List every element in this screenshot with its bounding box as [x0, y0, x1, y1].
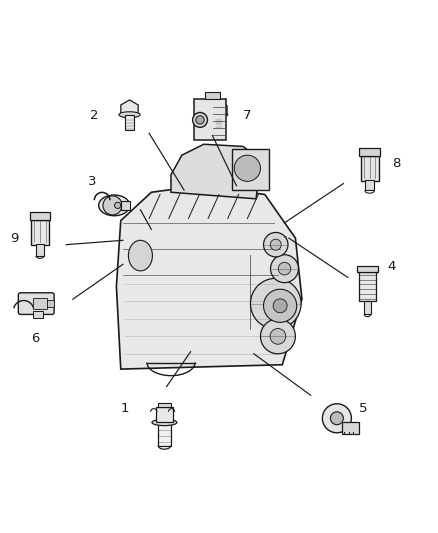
Circle shape — [264, 289, 297, 322]
Bar — [232, 149, 269, 190]
Bar — [33, 311, 42, 318]
Ellipse shape — [128, 240, 152, 271]
Circle shape — [261, 319, 295, 354]
Circle shape — [270, 239, 281, 250]
Circle shape — [273, 299, 287, 313]
Text: 4: 4 — [387, 260, 396, 273]
Text: 5: 5 — [359, 402, 367, 415]
Polygon shape — [211, 101, 227, 120]
Circle shape — [270, 328, 286, 344]
Circle shape — [265, 292, 287, 315]
Ellipse shape — [99, 195, 130, 216]
Text: 9: 9 — [11, 232, 19, 245]
Polygon shape — [171, 144, 261, 199]
Bar — [158, 403, 171, 407]
Bar — [364, 301, 371, 314]
Text: 1: 1 — [121, 402, 129, 415]
Ellipse shape — [210, 112, 228, 117]
Bar — [205, 92, 219, 100]
Ellipse shape — [152, 419, 177, 425]
Circle shape — [103, 196, 122, 215]
Bar — [359, 272, 376, 301]
Ellipse shape — [119, 112, 140, 118]
Circle shape — [330, 412, 343, 425]
Bar — [29, 212, 50, 220]
FancyBboxPatch shape — [18, 293, 54, 314]
Bar — [361, 157, 378, 181]
Circle shape — [271, 255, 298, 282]
Bar — [36, 244, 44, 256]
Circle shape — [322, 403, 351, 433]
Bar — [342, 422, 360, 434]
Text: 3: 3 — [88, 175, 97, 188]
Text: 2: 2 — [90, 109, 99, 123]
Circle shape — [264, 232, 288, 257]
Circle shape — [234, 155, 261, 181]
Bar — [359, 148, 380, 157]
Bar — [121, 201, 130, 209]
Bar — [158, 417, 171, 446]
Text: 6: 6 — [32, 332, 40, 345]
Bar — [31, 220, 49, 245]
Circle shape — [251, 278, 301, 329]
Text: 8: 8 — [392, 157, 400, 171]
Bar — [365, 180, 374, 190]
Text: 7: 7 — [243, 109, 251, 123]
Circle shape — [115, 202, 121, 208]
Bar — [155, 407, 173, 423]
Polygon shape — [121, 100, 138, 120]
Bar — [33, 298, 47, 309]
Bar — [47, 301, 53, 307]
Ellipse shape — [193, 112, 208, 127]
Circle shape — [278, 262, 291, 275]
Bar — [125, 115, 134, 130]
Bar — [194, 100, 226, 140]
Polygon shape — [117, 185, 302, 369]
Ellipse shape — [196, 116, 204, 124]
Bar — [357, 266, 378, 272]
Bar — [215, 115, 223, 128]
